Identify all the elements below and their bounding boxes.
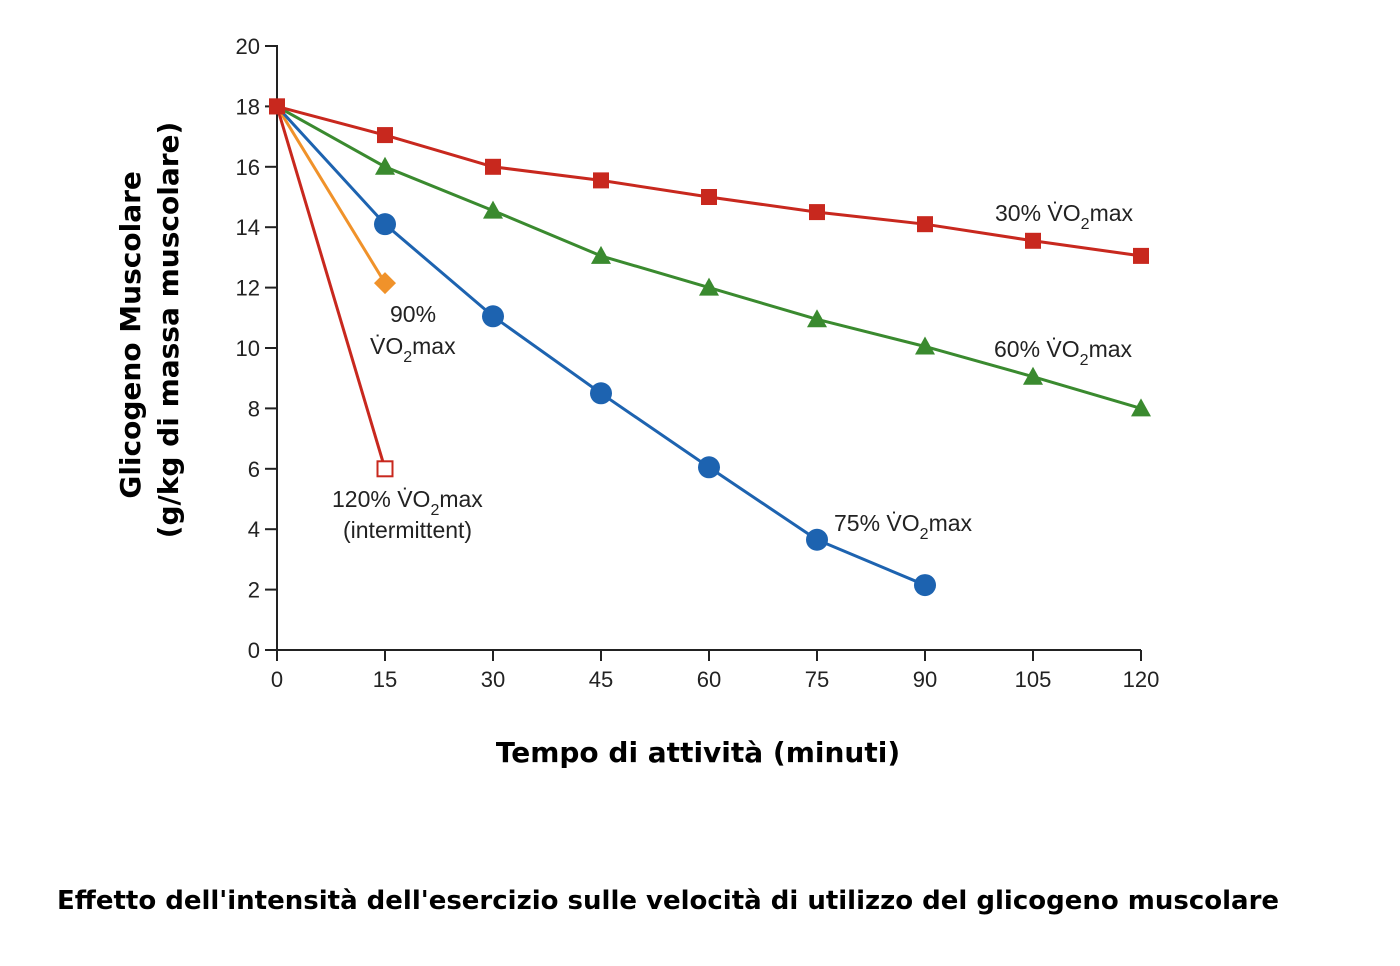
data-point [1131, 398, 1151, 417]
start-point [269, 98, 285, 115]
x-tick-label: 30 [481, 667, 505, 692]
series-open-square [275, 105, 394, 478]
data-point [1023, 366, 1043, 385]
data-point [485, 158, 501, 175]
x-ticks: 0 15 30 45 60 75 90 105 120 [271, 650, 1159, 692]
series-triangle [276, 105, 1151, 417]
y-tick-label: 2 [248, 578, 260, 603]
series-diamond [275, 105, 396, 295]
data-point [482, 305, 504, 328]
data-point [701, 189, 717, 205]
axes: 0 2 4 6 8 10 12 14 16 18 20 0 15 30 45 60 75 90 105 120 [236, 34, 1160, 692]
data-point [376, 460, 394, 478]
y-tick-label: 14 [236, 215, 260, 240]
x-tick-label: 45 [589, 667, 613, 692]
series-label-60: 60% V̇O2max [994, 336, 1133, 369]
y-tick-label: 4 [248, 517, 260, 542]
y-axis-title: Glicogeno Muscolare (g/kg di massa musco… [114, 122, 185, 539]
series-layer [269, 98, 1151, 597]
data-point [375, 156, 395, 175]
data-point [483, 200, 503, 219]
figure-caption: Effetto dell'intensità dell'esercizio su… [57, 886, 1280, 916]
series-label-90: 90% V̇O2max [370, 301, 456, 366]
series-line [275, 105, 387, 470]
y-tick-label: 10 [236, 336, 260, 361]
y-tick-label: 18 [236, 94, 260, 119]
data-point [590, 382, 612, 405]
data-point [591, 245, 611, 264]
data-point [593, 172, 609, 189]
x-tick-label: 60 [697, 667, 721, 692]
data-point [809, 204, 825, 221]
y-tick-label: 8 [248, 396, 260, 421]
data-point [699, 277, 719, 296]
series-label-75: 75% V̇O2max [834, 510, 973, 543]
y-axis-title-line-1: Glicogeno Muscolare [114, 171, 147, 499]
x-tick-label: 0 [271, 667, 283, 692]
y-tick-label: 6 [248, 457, 260, 482]
y-ticks: 0 2 4 6 8 10 12 14 16 18 20 [236, 34, 277, 663]
y-axis-title-line-2: (g/kg di massa muscolare) [152, 122, 185, 539]
series-circle [275, 105, 936, 597]
y-tick-label: 0 [248, 638, 260, 663]
data-point [377, 127, 393, 144]
y-tick-label: 16 [236, 155, 260, 180]
x-tick-label: 120 [1123, 667, 1160, 692]
series-line [275, 105, 387, 284]
data-point [1025, 232, 1041, 249]
y-tick-label: 12 [236, 276, 260, 301]
series-label-120: 120% V̇O2max (intermittent) [332, 486, 489, 543]
data-point [374, 213, 396, 236]
y-tick-label: 20 [236, 34, 260, 59]
x-tick-label: 75 [805, 667, 829, 692]
data-point [698, 456, 720, 479]
data-point [807, 309, 827, 328]
muscle-glycogen-chart: 0 2 4 6 8 10 12 14 16 18 20 0 15 30 45 60 75 90 105 120 Gl… [114, 34, 1160, 769]
data-point [917, 216, 933, 233]
x-tick-label: 90 [913, 667, 937, 692]
series-label-30: 30% V̇O2max [995, 200, 1134, 233]
x-tick-label: 105 [1015, 667, 1052, 692]
data-point [806, 528, 828, 551]
x-tick-label: 15 [373, 667, 397, 692]
data-point [1133, 247, 1149, 264]
data-point [374, 272, 396, 295]
series-line [276, 104, 1142, 258]
data-point [914, 574, 936, 597]
data-point [915, 336, 935, 355]
x-axis-title: Tempo di attività (minuti) [496, 736, 900, 769]
